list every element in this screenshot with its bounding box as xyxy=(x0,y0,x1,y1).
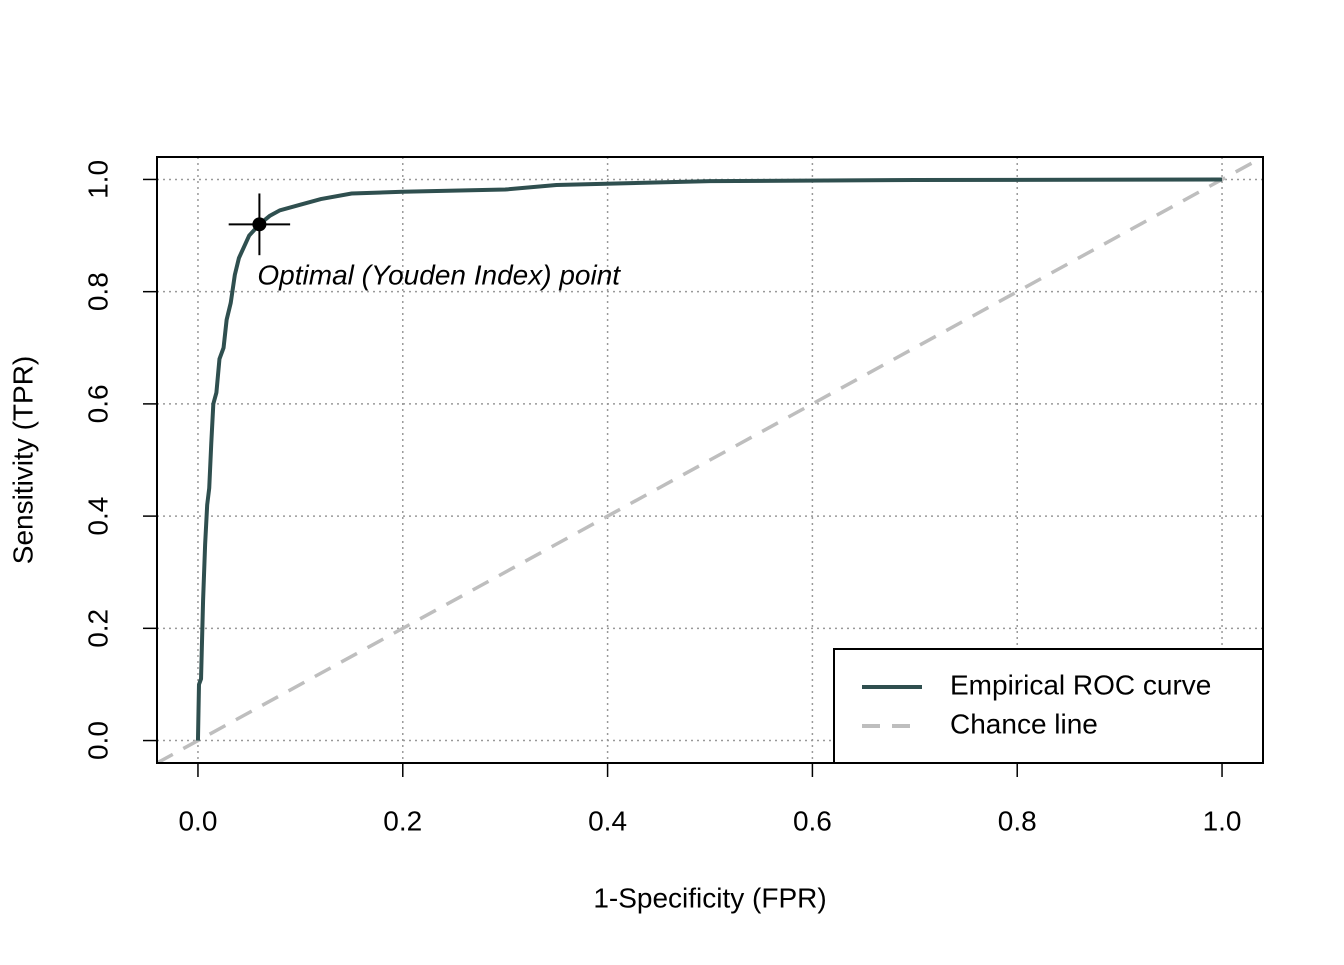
plot-area xyxy=(157,157,1263,763)
legend-label: Chance line xyxy=(950,708,1098,739)
optimal-point xyxy=(252,217,267,232)
y-tick-label: 0.4 xyxy=(82,497,113,536)
y-tick-label: 1.0 xyxy=(82,160,113,199)
x-tick-label: 1.0 xyxy=(1203,805,1242,836)
y-tick-label: 0.2 xyxy=(82,609,113,648)
y-tick-label: 0.8 xyxy=(82,272,113,311)
legend-box xyxy=(833,648,1264,764)
annotation: Optimal (Youden Index) point xyxy=(257,260,621,291)
y-tick-label: 0.0 xyxy=(82,721,113,760)
y-axis-label: Sensitivity (TPR) xyxy=(7,356,38,564)
y-tick-label: 0.6 xyxy=(82,384,113,423)
series-line xyxy=(157,157,1263,763)
x-tick-label: 0.2 xyxy=(383,805,422,836)
x-tick-label: 0.4 xyxy=(588,805,627,836)
legend-label: Empirical ROC curve xyxy=(950,669,1211,700)
x-axis-label: 1-Specificity (FPR) xyxy=(593,882,826,913)
x-tick-label: 0.8 xyxy=(998,805,1037,836)
series-line xyxy=(195,177,1223,741)
x-tick-label: 0.6 xyxy=(793,805,832,836)
x-tick-label: 0.0 xyxy=(178,805,217,836)
plot-border xyxy=(156,156,1264,764)
